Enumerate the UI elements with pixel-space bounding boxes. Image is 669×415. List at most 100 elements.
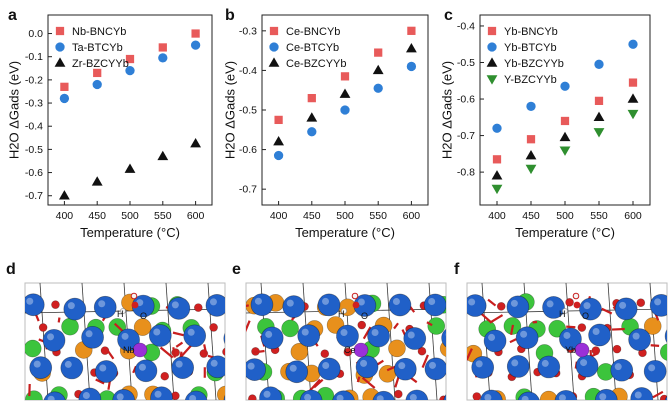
series-Yb-BZCYYb xyxy=(491,93,639,180)
oxygen-atom xyxy=(565,298,574,307)
atom-highlight xyxy=(583,302,591,310)
blue-atom xyxy=(282,295,306,318)
bond xyxy=(426,321,433,327)
y-tick-label: -0.6 xyxy=(25,167,43,179)
atom-highlight xyxy=(599,393,607,400)
legend-label: Ce-BNCYb xyxy=(286,26,340,38)
legend-label: Ta-BTCYb xyxy=(72,42,123,54)
oxygen-atom xyxy=(577,323,587,332)
y-tick-label: -0.5 xyxy=(457,57,475,69)
blue-atom xyxy=(614,297,638,321)
blue-atom xyxy=(167,297,191,320)
blue-atom xyxy=(260,326,284,350)
cell-edge xyxy=(386,283,396,400)
atom-highlight xyxy=(475,360,483,368)
series-Zr-BZCYYb xyxy=(59,137,201,200)
blue-atom xyxy=(81,325,104,349)
blue-atom xyxy=(372,390,395,400)
atom-highlight xyxy=(99,364,107,372)
atom-highlight xyxy=(47,333,55,341)
orange-atom xyxy=(290,342,309,361)
y-tick-label: -0.3 xyxy=(25,98,43,110)
legend-marker xyxy=(487,42,497,52)
blue-atom xyxy=(171,356,195,380)
blue-atom xyxy=(554,389,578,400)
y-axis-title: H2O ΔGads (eV) xyxy=(440,61,455,159)
bond xyxy=(362,326,372,340)
atom-highlight xyxy=(82,392,90,400)
series-Ce-BZCYYb xyxy=(273,43,417,146)
bond xyxy=(393,322,399,330)
atom-label-o: O xyxy=(361,311,368,321)
blue-atom xyxy=(393,357,417,381)
atom-highlight xyxy=(209,298,217,306)
y-axis-title: H2O ΔGads (eV) xyxy=(223,61,238,159)
blue-atom xyxy=(60,356,84,380)
data-point xyxy=(190,137,201,148)
bond xyxy=(172,347,176,358)
atom-label-dopant: Nb xyxy=(123,345,135,355)
blue-atom xyxy=(94,360,118,383)
oxygen-atom xyxy=(357,320,367,330)
data-point xyxy=(407,26,416,35)
blue-atom xyxy=(317,293,341,317)
atom-label-dopant: Yb xyxy=(565,345,576,355)
data-point xyxy=(157,150,169,161)
y-tick-label: -0.4 xyxy=(239,65,257,77)
data-point xyxy=(124,163,136,173)
atom-highlight xyxy=(121,332,129,340)
oxygen-atom xyxy=(160,371,170,381)
dopant-atom xyxy=(574,342,590,358)
bond xyxy=(246,304,250,308)
y-tick-label: -0.7 xyxy=(239,184,257,196)
atom-highlight xyxy=(289,364,297,372)
atom-highlight xyxy=(448,395,455,402)
atom-highlight xyxy=(340,329,348,337)
x-tick-label: 550 xyxy=(369,210,387,222)
water-oxygen-atom xyxy=(131,301,139,309)
series-Yb-BNCYb xyxy=(492,78,638,164)
blue-atom xyxy=(403,327,427,350)
atom-highlight xyxy=(634,391,642,399)
blue-atom xyxy=(388,293,412,317)
legend-marker xyxy=(269,42,279,52)
water-oxygen-atom xyxy=(352,301,360,309)
blue-atom xyxy=(93,295,117,319)
blue-atom xyxy=(610,358,634,382)
hydrogen-atom xyxy=(341,308,347,314)
green-atom xyxy=(25,390,43,400)
blue-atom xyxy=(259,386,282,400)
atom-lattice xyxy=(467,283,667,400)
atom-highlight xyxy=(98,300,106,308)
oxygen-atom xyxy=(456,327,464,335)
blue-atom xyxy=(317,357,341,381)
data-point xyxy=(593,128,605,138)
atom-highlight xyxy=(558,394,566,400)
y-tick-label: -0.4 xyxy=(457,20,475,32)
bond xyxy=(175,341,184,348)
data-point xyxy=(526,135,536,144)
x-axis-title: Temperature (°C) xyxy=(80,225,180,240)
x-tick-label: 600 xyxy=(624,210,642,222)
atom-highlight xyxy=(619,301,627,309)
cell-edge xyxy=(607,283,617,400)
data-point xyxy=(628,39,638,49)
atom-lattice xyxy=(246,283,464,402)
legend-label: Yb-BNCYb xyxy=(504,26,558,38)
oxygen-atom xyxy=(612,344,622,354)
data-point xyxy=(60,82,69,91)
bond xyxy=(652,390,664,399)
x-tick-label: 500 xyxy=(336,210,354,222)
legend-marker xyxy=(487,26,497,36)
atom-highlight xyxy=(520,330,528,338)
blue-atom xyxy=(223,332,225,345)
blue-atom xyxy=(517,391,540,400)
oxygen-atom xyxy=(51,300,60,309)
x-tick-label: 550 xyxy=(154,210,172,222)
blue-atom xyxy=(594,388,618,400)
atom-highlight xyxy=(336,394,344,400)
atom-label-h: H xyxy=(559,309,566,319)
atom-highlight xyxy=(580,359,588,367)
legend-marker xyxy=(269,26,279,36)
data-point xyxy=(560,81,570,91)
